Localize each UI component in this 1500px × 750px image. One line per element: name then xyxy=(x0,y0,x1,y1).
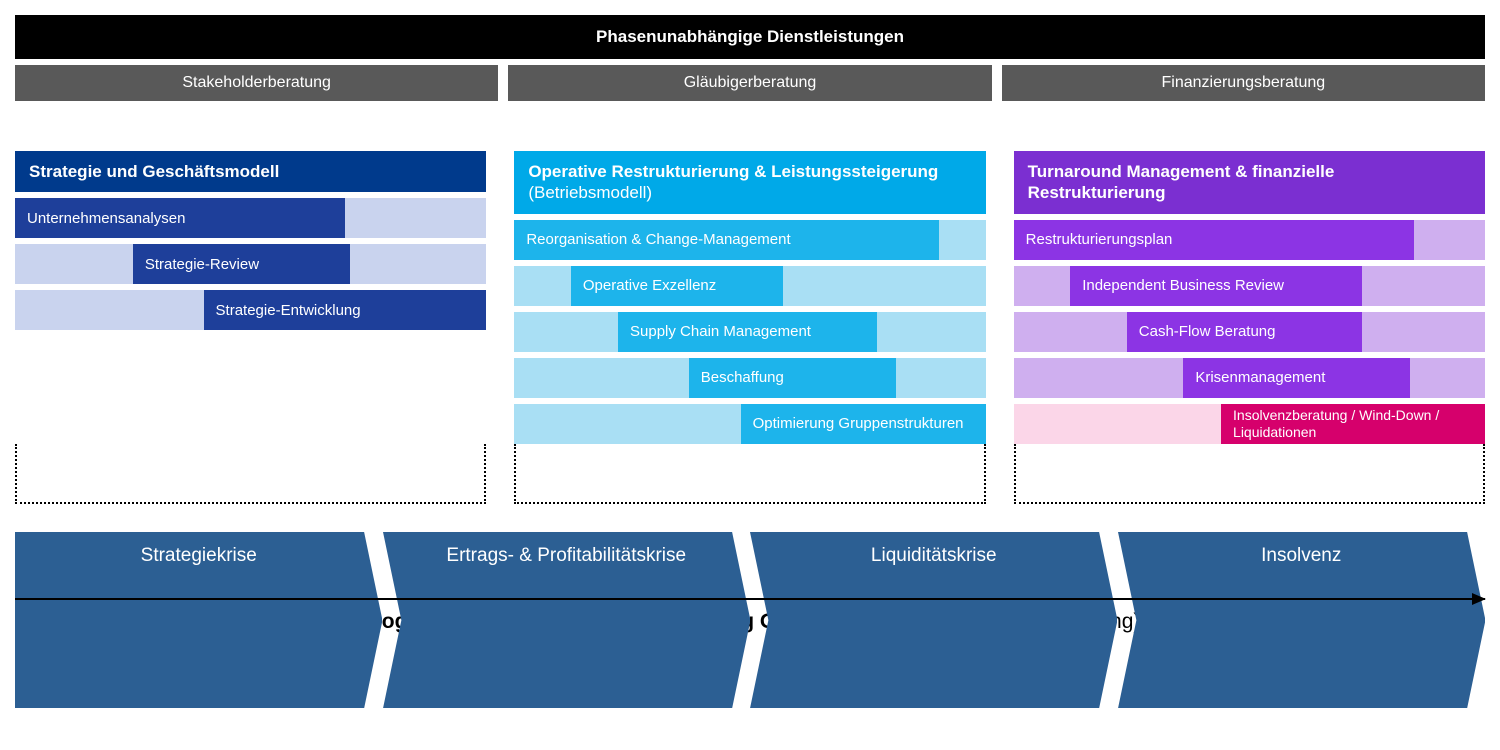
chevron-phase: Strategiekrise xyxy=(15,532,383,580)
column-strategy: Strategie und Geschäftsmodell Unternehmen… xyxy=(15,151,486,444)
chevron-label: Ertrags- & Profitabilitätskrise xyxy=(446,545,686,567)
chevron-label: Insolvenz xyxy=(1261,545,1341,567)
service-bar: Cash-Flow Beratung xyxy=(1127,312,1363,352)
sub-bar-row: Stakeholderberatung Gläubigerberatung Fi… xyxy=(15,65,1485,101)
track: Insolvenzberatung / Wind-Down / Liquidat… xyxy=(1014,404,1485,444)
service-bar: Insolvenzberatung / Wind-Down / Liquidat… xyxy=(1221,404,1485,444)
service-bar: Beschaffung xyxy=(689,358,896,398)
column-header: Turnaround Management & finanzielle Rest… xyxy=(1014,151,1485,214)
service-bar: Strategie-Entwicklung xyxy=(204,290,487,330)
column-header: Strategie und Geschäftsmodell xyxy=(15,151,486,192)
service-bar: Independent Business Review xyxy=(1070,266,1362,306)
track: Operative Exzellenz xyxy=(514,266,985,306)
service-bar: Strategie-Review xyxy=(133,244,350,284)
track: Strategie-Review xyxy=(15,244,486,284)
column-header: Operative Restrukturierung & Leistungsst… xyxy=(514,151,985,214)
track: Restrukturierungsplan xyxy=(1014,220,1485,260)
dotted-bracket xyxy=(15,444,486,504)
chevron-label: Liquiditätskrise xyxy=(871,545,997,567)
column-operational: Operative Restrukturierung & Leistungsst… xyxy=(514,151,985,444)
columns-container: Strategie und Geschäftsmodell Unternehmen… xyxy=(15,151,1485,444)
track: Optimierung Gruppenstrukturen xyxy=(514,404,985,444)
service-bar: Unternehmensanalysen xyxy=(15,198,345,238)
service-bar: Supply Chain Management xyxy=(618,312,877,352)
service-bar: Krisenmanagement xyxy=(1183,358,1409,398)
chevron-label: Strategiekrise xyxy=(141,545,257,567)
track: Reorganisation & Change-Management xyxy=(514,220,985,260)
track: Supply Chain Management xyxy=(514,312,985,352)
timeline-arrow xyxy=(15,598,1485,600)
service-bar: Reorganisation & Change-Management xyxy=(514,220,938,260)
service-bar: Operative Exzellenz xyxy=(571,266,783,306)
track: Unternehmensanalysen xyxy=(15,198,486,238)
track: Cash-Flow Beratung xyxy=(1014,312,1485,352)
dotted-bracket xyxy=(1014,444,1485,504)
column-turnaround: Turnaround Management & finanzielle Rest… xyxy=(1014,151,1485,444)
chevron-row: Strategiekrise Ertrags- & Profitabilitäts… xyxy=(15,532,1485,580)
chevron-phase: Insolvenz xyxy=(1118,532,1486,580)
service-bar: Optimierung Gruppenstrukturen xyxy=(741,404,986,444)
track: Strategie-Entwicklung xyxy=(15,290,486,330)
dotted-bracket xyxy=(514,444,985,504)
track: Independent Business Review xyxy=(1014,266,1485,306)
track: Krisenmanagement xyxy=(1014,358,1485,398)
service-bar: Restrukturierungsplan xyxy=(1014,220,1415,260)
chevron-phase: Ertrags- & Profitabilitätskrise xyxy=(383,532,751,580)
track: Beschaffung xyxy=(514,358,985,398)
sub-bar: Gläubigerberatung xyxy=(508,65,991,101)
header-black-bar: Phasenunabhängige Dienstleistungen xyxy=(15,15,1485,59)
sub-bar: Finanzierungsberatung xyxy=(1002,65,1485,101)
sub-bar: Stakeholderberatung xyxy=(15,65,498,101)
chevron-phase: Liquiditätskrise xyxy=(750,532,1118,580)
